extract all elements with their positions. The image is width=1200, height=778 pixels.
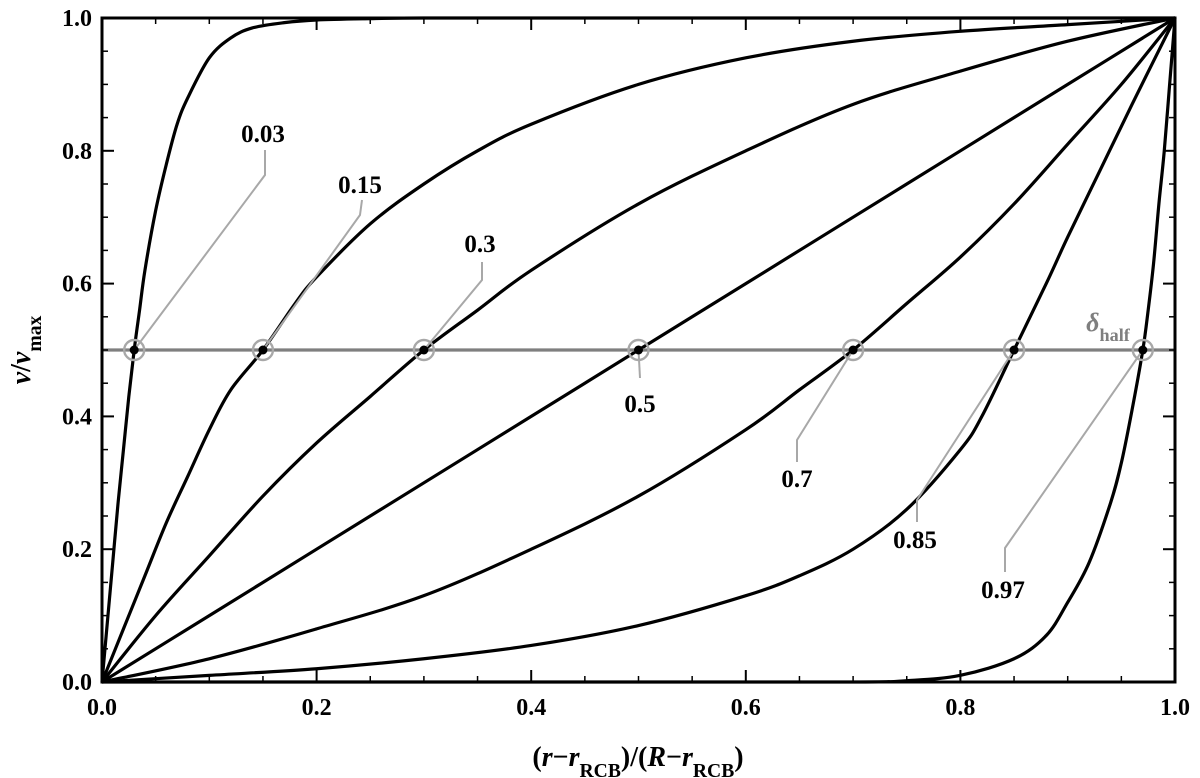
leader-line-0-97: [1004, 349, 1144, 572]
x-tick-label: 0.4: [516, 695, 546, 721]
leader-line-0-3: [423, 262, 483, 351]
x-axis-title: (r−rRCB)/(R−rRCB): [532, 742, 743, 778]
curve-label-0-3: 0.3: [464, 231, 495, 258]
half-point-markers-layer: [122, 150, 1155, 572]
plot-frame: [100, 16, 1177, 684]
half-velocity-reference: δhalf: [102, 308, 1175, 352]
y-tick-label: 0.0: [62, 670, 92, 696]
reference-line-label: δhalf: [1086, 308, 1131, 345]
curve-label-0-5: 0.5: [624, 391, 655, 418]
half-point-dot-0-5: [634, 345, 643, 355]
curve-label-0-97: 0.97: [981, 577, 1025, 604]
half-point-dot-0-3: [419, 345, 429, 355]
x-tick-label: 0.8: [945, 695, 975, 721]
curve-0-7: [101, 16, 1177, 684]
curve-0-3: [100, 16, 1176, 684]
half-point-marker-0-85: [1002, 338, 1026, 362]
axis-ticks-layer: 0.0 0.2 0.4 0.6 0.8 1.0 0.0 0.2 0.4 0.6 0.8 1.0: [62, 6, 1190, 721]
half-point-marker-0-3: [412, 338, 436, 362]
y-tick-label: 1.0: [62, 6, 92, 32]
half-point-marker-0-5: [627, 338, 650, 362]
curve-label-0-15: 0.15: [338, 172, 382, 199]
curve-0-15: [100, 16, 1176, 683]
half-point-marker-0-15: [251, 338, 275, 362]
leader-line-0-7: [796, 349, 854, 462]
x-tick-label: 0.0: [87, 695, 117, 721]
leader-line-0-15: [262, 199, 363, 351]
half-point-dot-0-7: [848, 345, 858, 355]
leader-line-0-85: [916, 349, 1015, 522]
y-tick-label: 0.8: [62, 139, 92, 165]
leader-line-0-5: [637, 349, 641, 379]
x-tick-label: 0.2: [302, 695, 332, 721]
curve-labels-layer: 0.03 0.15 0.3 0.5 0.7 0.85 0.97: [241, 121, 1025, 604]
half-point-dot-0-97: [1138, 345, 1148, 355]
curve-label-0-7: 0.7: [781, 466, 812, 493]
curve-label-0-85: 0.85: [893, 527, 937, 554]
half-point-dot-0-03: [129, 345, 139, 355]
curve-label-0-03: 0.03: [241, 121, 285, 148]
y-tick-label: 0.4: [62, 404, 92, 430]
half-point-marker-0-97: [1131, 338, 1155, 362]
half-point-dot-0-15: [258, 345, 268, 355]
y-tick-label: 0.6: [62, 272, 92, 298]
y-axis-title: v/vmax: [6, 316, 46, 385]
half-point-marker-0-03: [122, 338, 146, 362]
half-point-marker-0-7: [841, 338, 865, 362]
x-tick-label: 0.6: [731, 695, 761, 721]
curve-0-85: [101, 17, 1177, 684]
leader-line-0-03: [133, 150, 266, 351]
half-point-dot-0-85: [1009, 345, 1019, 355]
x-tick-label: 1.0: [1160, 695, 1190, 721]
y-tick-label: 0.2: [62, 537, 92, 563]
